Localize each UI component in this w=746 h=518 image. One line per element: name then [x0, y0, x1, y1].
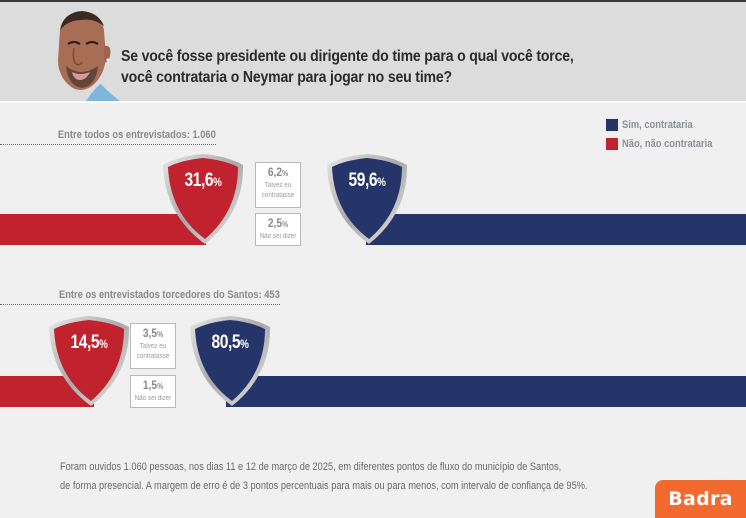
value-sim-todos-number: 59,6 [348, 170, 378, 191]
question-line-2: você contrataria o Neymar para jogar no … [121, 69, 452, 86]
label-talvez-todos: Talvez eu contratasse [261, 182, 295, 199]
footnote-line-2: de forma presencial. A margem de erro é … [60, 480, 588, 492]
methodology-footnote: Foram ouvidos 1.060 pessoas, nos dias 11… [60, 458, 587, 496]
bar-sim-todos [366, 214, 746, 245]
value-nao-sei-santos: 1,5% [134, 378, 171, 394]
shield-sim-santos: 80,5% [188, 315, 272, 407]
percent-sign: % [282, 220, 289, 229]
legend-swatch-sim [606, 118, 618, 131]
badra-logo: Badra [655, 480, 746, 518]
legend-label-sim: Sim, contrataria [622, 118, 693, 131]
neymar-caricature-illustration [58, 11, 120, 101]
bar-sim-santos [226, 376, 746, 407]
value-nao-todos: 31,6% [169, 170, 238, 192]
section-2-dotted-rule [0, 304, 280, 305]
value-talvez-todos-number: 6,2 [267, 165, 283, 179]
value-nao-todos-number: 31,6 [184, 170, 214, 191]
box-talvez-todos: 6,2% Talvez eu contratasse [255, 162, 301, 208]
shield-shape-nao-todos [163, 154, 244, 244]
percent-sign: % [377, 175, 386, 189]
value-nao-sei-santos-number: 1,5 [142, 378, 158, 392]
shield-shape-sim-santos [190, 316, 271, 406]
survey-question: Se você fosse presidente ou dirigente do… [121, 46, 579, 88]
value-nao-sei-todos: 2,5% [259, 216, 296, 232]
label-nao-sei-santos: Não sei dizer [134, 395, 172, 402]
value-talvez-santos: 3,5% [134, 326, 171, 342]
legend-swatch-nao [606, 137, 618, 150]
value-nao-santos-number: 14,5 [70, 332, 100, 353]
section-2-title: Entre os entrevistados torcedores do San… [59, 289, 280, 301]
legend-label-nao: Não, não contrataria [622, 137, 713, 150]
footnote-line-1: Foram ouvidos 1.060 pessoas, nos dias 11… [60, 461, 562, 473]
legend-item-nao: Não, não contrataria [606, 134, 728, 153]
section-1-title: Entre todos os entrevistados: 1.060 [58, 129, 216, 141]
header-divider [0, 101, 746, 103]
header-banner: Se você fosse presidente ou dirigente do… [0, 0, 746, 101]
percent-sign: % [213, 175, 222, 189]
percent-sign: % [157, 330, 164, 339]
value-nao-santos: 14,5% [55, 332, 124, 354]
legend: Sim, contrataria Não, não contrataria [606, 115, 728, 153]
value-sim-todos: 59,6% [333, 170, 402, 192]
shield-shape-sim-todos [327, 154, 408, 244]
top-rule [0, 0, 746, 2]
legend-item-sim: Sim, contrataria [606, 115, 728, 134]
percent-sign: % [240, 337, 249, 351]
shield-nao-todos: 31,6% [161, 153, 245, 245]
section-1-dotted-rule [0, 144, 216, 145]
shield-shape-nao-santos [49, 316, 130, 406]
value-talvez-santos-number: 3,5 [142, 326, 158, 340]
percent-sign: % [99, 337, 108, 351]
percent-sign: % [157, 382, 164, 391]
box-nao-sei-santos: 1,5% Não sei dizer [130, 375, 176, 408]
question-line-1: Se você fosse presidente ou dirigente do… [121, 48, 574, 65]
value-sim-santos: 80,5% [196, 332, 265, 354]
value-talvez-todos: 6,2% [259, 165, 296, 181]
shield-nao-santos: 14,5% [47, 315, 131, 407]
value-nao-sei-todos-number: 2,5 [267, 216, 283, 230]
box-talvez-santos: 3,5% Talvez eu contratasse [130, 323, 176, 369]
bar-nao-todos [0, 214, 206, 245]
box-nao-sei-todos: 2,5% Não sei dizer [255, 213, 301, 246]
label-talvez-santos: Talvez eu contratasse [136, 343, 170, 360]
shield-sim-todos: 59,6% [325, 153, 409, 245]
label-nao-sei-todos: Não sei dizer [259, 233, 297, 240]
percent-sign: % [282, 169, 289, 178]
value-sim-santos-number: 80,5 [211, 332, 241, 353]
